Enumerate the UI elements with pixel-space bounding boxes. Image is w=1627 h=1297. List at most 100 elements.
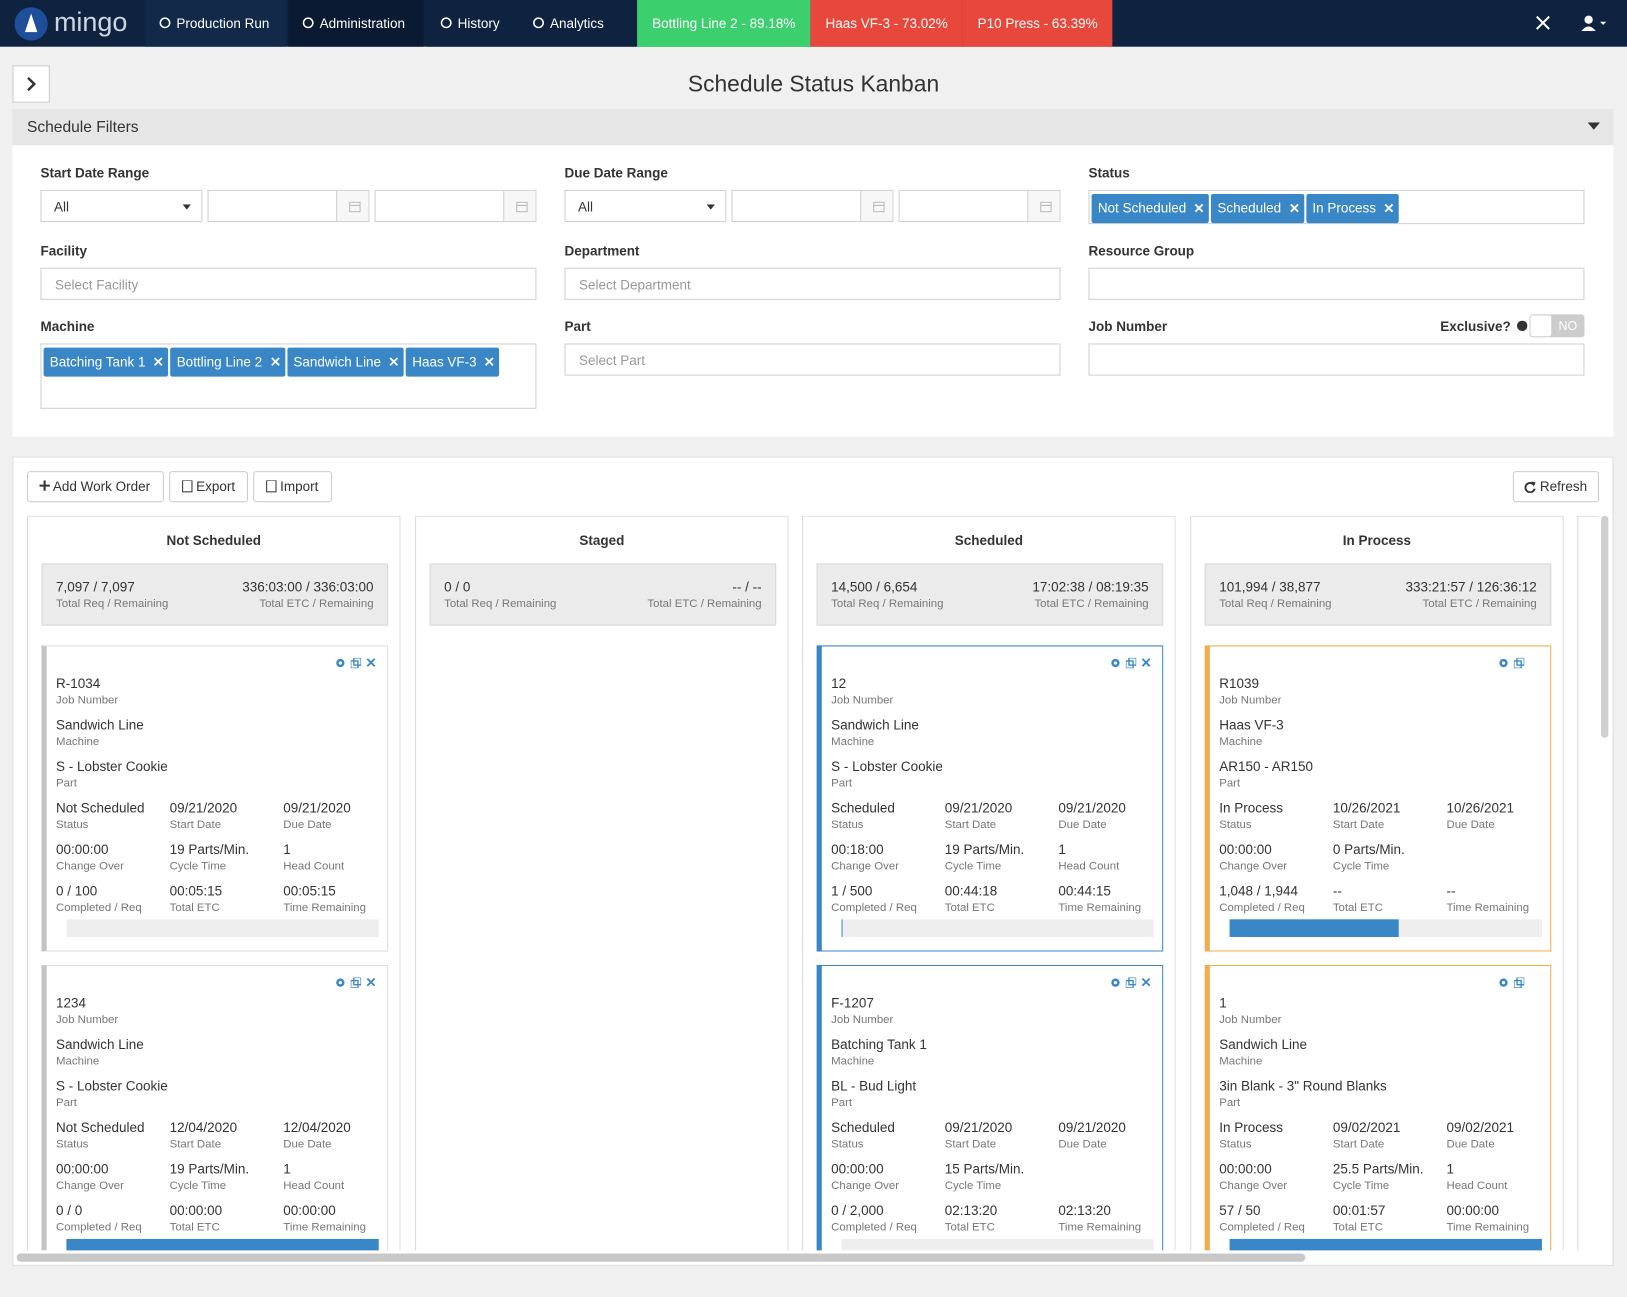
select[interactable]: All: [40, 189, 203, 223]
work-order-card[interactable]: 12 Job Number Sandwich Line Machine S - Lobs…: [816, 645, 1164, 952]
card-action: [1125, 657, 1137, 669]
work-order-card[interactable]: 1234 Job Number Sandwich Line Machine S - Lo…: [41, 964, 389, 1251]
card-label: Machine: [831, 735, 875, 749]
toolbar-button[interactable]: Export: [169, 471, 248, 503]
kanban-column: Scheduled 14,500 / 6,654 Total Req / Remai…: [802, 515, 1176, 1251]
work-order-card[interactable]: R1039 Job Number Haas VF-3 Machine AR150 - A…: [1204, 645, 1552, 952]
h-scrollbar[interactable]: [16, 1253, 1306, 1262]
card-label: Change Over: [1219, 1179, 1288, 1193]
card-label: Completed / Req: [831, 1221, 917, 1234]
toolbar-button[interactable]: Import: [253, 471, 333, 503]
progress-fill: [1229, 1238, 1542, 1251]
exclusive-toggle[interactable]: NO: [1529, 314, 1585, 338]
progress-track: [66, 919, 379, 937]
text-input[interactable]: [1088, 343, 1585, 376]
work-order-card[interactable]: 1 Job Number Sandwich Line Machine 3in Blank…: [1204, 964, 1552, 1251]
page-title: Schedule Status Kanban: [687, 70, 940, 97]
card-value: Scheduled: [831, 800, 895, 816]
card-label: Part: [831, 1096, 853, 1110]
card-value: 00:00:00: [831, 1161, 884, 1177]
summary-etc-label: Total ETC / Remaining: [647, 597, 762, 611]
date-input[interactable]: [731, 189, 894, 223]
machine-status[interactable]: P10 Press - 63.39%: [962, 0, 1113, 47]
brand[interactable]: mingo: [53, 6, 128, 38]
text-input[interactable]: Select Part: [564, 343, 1061, 376]
filters-header[interactable]: Schedule Filters: [12, 108, 1614, 146]
progress-fill: [66, 1238, 379, 1251]
progress-track: [1229, 919, 1542, 937]
card-label: Time Remaining: [1058, 1221, 1142, 1234]
card-action: [1125, 977, 1137, 988]
card-value: 1 / 500: [831, 883, 873, 899]
date-input[interactable]: [207, 189, 370, 223]
card-label: Change Over: [831, 1179, 900, 1193]
card-label: Total ETC: [169, 901, 220, 915]
card-value: 00:44:15: [1058, 883, 1111, 899]
progress-track: [841, 919, 1154, 937]
work-order-card[interactable]: R-1034 Job Number Sandwich Line Machine S - …: [41, 645, 389, 952]
card-value: 09/21/2020: [169, 800, 238, 816]
tag-remove: [1289, 203, 1299, 213]
column-title: Not Scheduled: [166, 532, 261, 548]
card-value: R1039: [1219, 675, 1259, 692]
text-input[interactable]: [1088, 267, 1585, 300]
card-label: Job Number: [56, 1013, 119, 1027]
select[interactable]: All: [564, 189, 727, 223]
filter-label: Resource Group: [1088, 242, 1195, 259]
tag-label: In Process: [1312, 200, 1377, 216]
nav-item[interactable]: Analytics: [518, 0, 637, 47]
sidebar-toggle[interactable]: [12, 65, 50, 103]
card-value: 09/21/2020: [283, 800, 351, 816]
card-value: 19 Parts/Min.: [944, 841, 1025, 858]
calendar-button[interactable]: [860, 190, 893, 222]
nav-item[interactable]: Production Run: [145, 0, 287, 47]
card-value: 0 / 2,000: [831, 1202, 884, 1219]
card-label: Head Count: [1446, 1179, 1508, 1193]
card-label: Status: [56, 1138, 89, 1151]
tag-input[interactable]: Not Scheduled Scheduled In Process: [1088, 189, 1585, 225]
card-value: 10/26/2021: [1446, 800, 1514, 816]
date-input[interactable]: [374, 189, 537, 223]
tag-input[interactable]: Batching Tank 1 Bottling Line 2 Sandwich L…: [40, 343, 537, 409]
card-label: Change Over: [831, 860, 900, 873]
tag: Haas VF-3: [405, 347, 500, 377]
tag-remove: [485, 357, 494, 366]
filters-panel: Start Date Range All Due Date Range All Stat…: [12, 145, 1614, 437]
machine-status[interactable]: Haas VF-3 - 73.02%: [810, 0, 963, 47]
card-value: Sandwich Line: [56, 1036, 144, 1053]
card-value: Haas VF-3: [1219, 717, 1284, 733]
nav-item[interactable]: Administration: [288, 0, 424, 47]
filter-label: Start Date Range: [40, 164, 150, 181]
nav-label: History: [457, 15, 500, 32]
date-input[interactable]: [898, 189, 1061, 223]
refresh-button[interactable]: Refresh: [1512, 471, 1599, 503]
card-label: Part: [56, 777, 77, 790]
card-value: 09/02/2021: [1446, 1119, 1514, 1136]
filter-label: Facility: [40, 242, 87, 259]
button-icon: [39, 480, 50, 491]
text-input[interactable]: Select Department: [564, 267, 1061, 300]
machine-status[interactable]: Bottling Line 2 - 89.18%: [637, 0, 811, 47]
summary-etc: 17:02:38 / 08:19:35: [1032, 578, 1149, 595]
card-label: Machine: [56, 1055, 100, 1068]
summary-etc: -- / --: [732, 578, 762, 595]
card-label: Job Number: [1219, 1013, 1282, 1027]
progress-track: [66, 1238, 379, 1251]
card-value: 00:00:00: [1446, 1202, 1499, 1219]
text-input[interactable]: Select Facility: [40, 267, 537, 300]
card-label: Part: [1219, 1096, 1241, 1110]
card-label: Head Count: [283, 860, 345, 873]
toolbar-button[interactable]: Add Work Order: [26, 471, 164, 503]
user-icon: [1581, 15, 1607, 32]
card-label: Change Over: [56, 860, 124, 873]
button-label: Refresh: [1539, 478, 1588, 494]
card-label: Part: [1219, 777, 1241, 790]
nav-item[interactable]: History: [426, 0, 519, 47]
card-value: 00:00:00: [1219, 1161, 1272, 1177]
work-order-card[interactable]: F-1207 Job Number Batching Tank 1 Machine BL…: [816, 964, 1164, 1251]
v-scrollbar[interactable]: [1601, 515, 1609, 738]
summary-req-label: Total Req / Remaining: [831, 597, 944, 611]
filter-label: Status: [1088, 164, 1130, 181]
column-summary: 7,097 / 7,097 Total Req / Remaining 336:03…: [41, 563, 389, 626]
